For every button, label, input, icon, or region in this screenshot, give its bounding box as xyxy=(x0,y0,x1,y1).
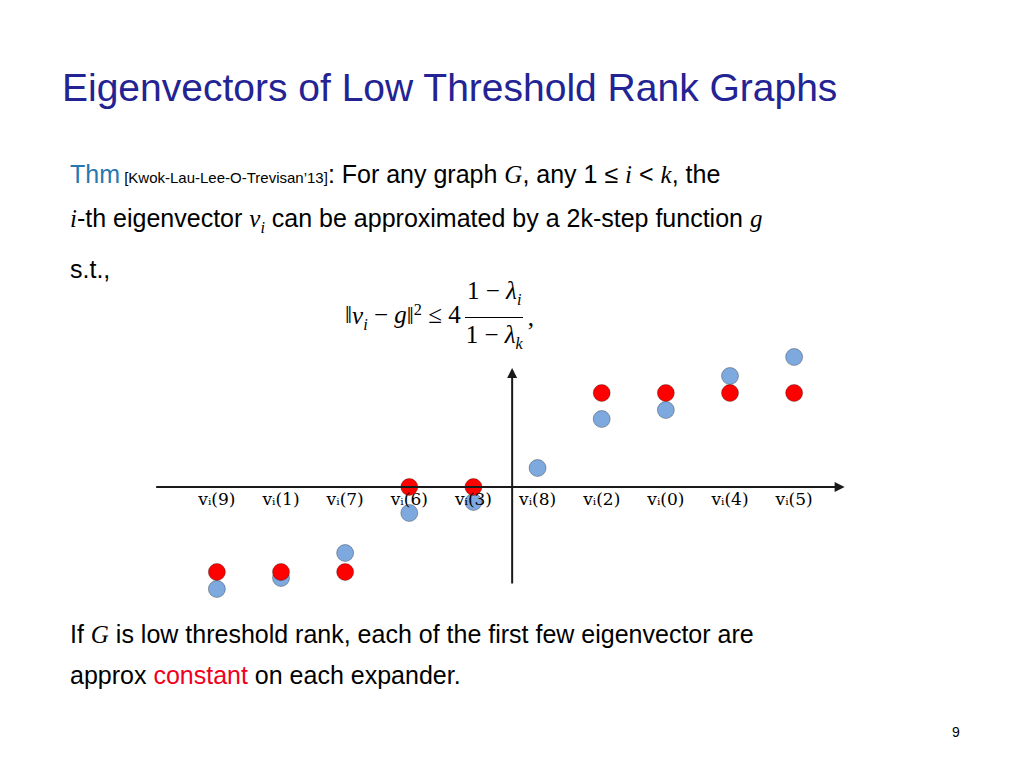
html-text:i -th eigenvector vican be app: i -th eigenvector vican be approximated … xyxy=(70,204,763,237)
html-text:Thm[Kwok-Lau-Lee-O-Trevisan’13: Thm[Kwok-Lau-Lee-O-Trevisan’13]: For any… xyxy=(70,160,721,188)
svg-text:vᵢ(6): vᵢ(6) xyxy=(390,489,428,509)
svg-text:vᵢ(1): vᵢ(1) xyxy=(261,489,299,509)
svg-text:vᵢ(3): vᵢ(3) xyxy=(454,489,492,509)
html-text:1 − λk: 1 − λk xyxy=(465,321,523,353)
html-text:1 − λi: 1 − λi xyxy=(467,277,522,309)
html-text:Eigenvectors of Low Threshold: Eigenvectors of Low Threshold Rank Graph… xyxy=(62,66,838,109)
html-text:If G is low threshold rank, ea: If G is low threshold rank, each of the … xyxy=(70,620,754,648)
html-text:approx constant on each expand: approx constant on each expander. xyxy=(70,661,461,689)
svg-text:vᵢ(0): vᵢ(0) xyxy=(646,489,684,509)
html-text:s.t.,: s.t., xyxy=(70,255,111,283)
html-text:‖ vi− g ‖2≤ 4: ‖ vi− g ‖2≤ 4 xyxy=(345,300,461,334)
svg-text:vᵢ(2): vᵢ(2) xyxy=(582,489,620,509)
svg-text:vᵢ(8): vᵢ(8) xyxy=(518,489,556,509)
svg-text:vᵢ(5): vᵢ(5) xyxy=(775,489,813,509)
html-text:9: 9 xyxy=(952,724,960,740)
svg-text:vᵢ(4): vᵢ(4) xyxy=(710,489,748,509)
svg-text:vᵢ(7): vᵢ(7) xyxy=(326,489,364,509)
svg-text:vᵢ(9): vᵢ(9) xyxy=(197,489,235,509)
